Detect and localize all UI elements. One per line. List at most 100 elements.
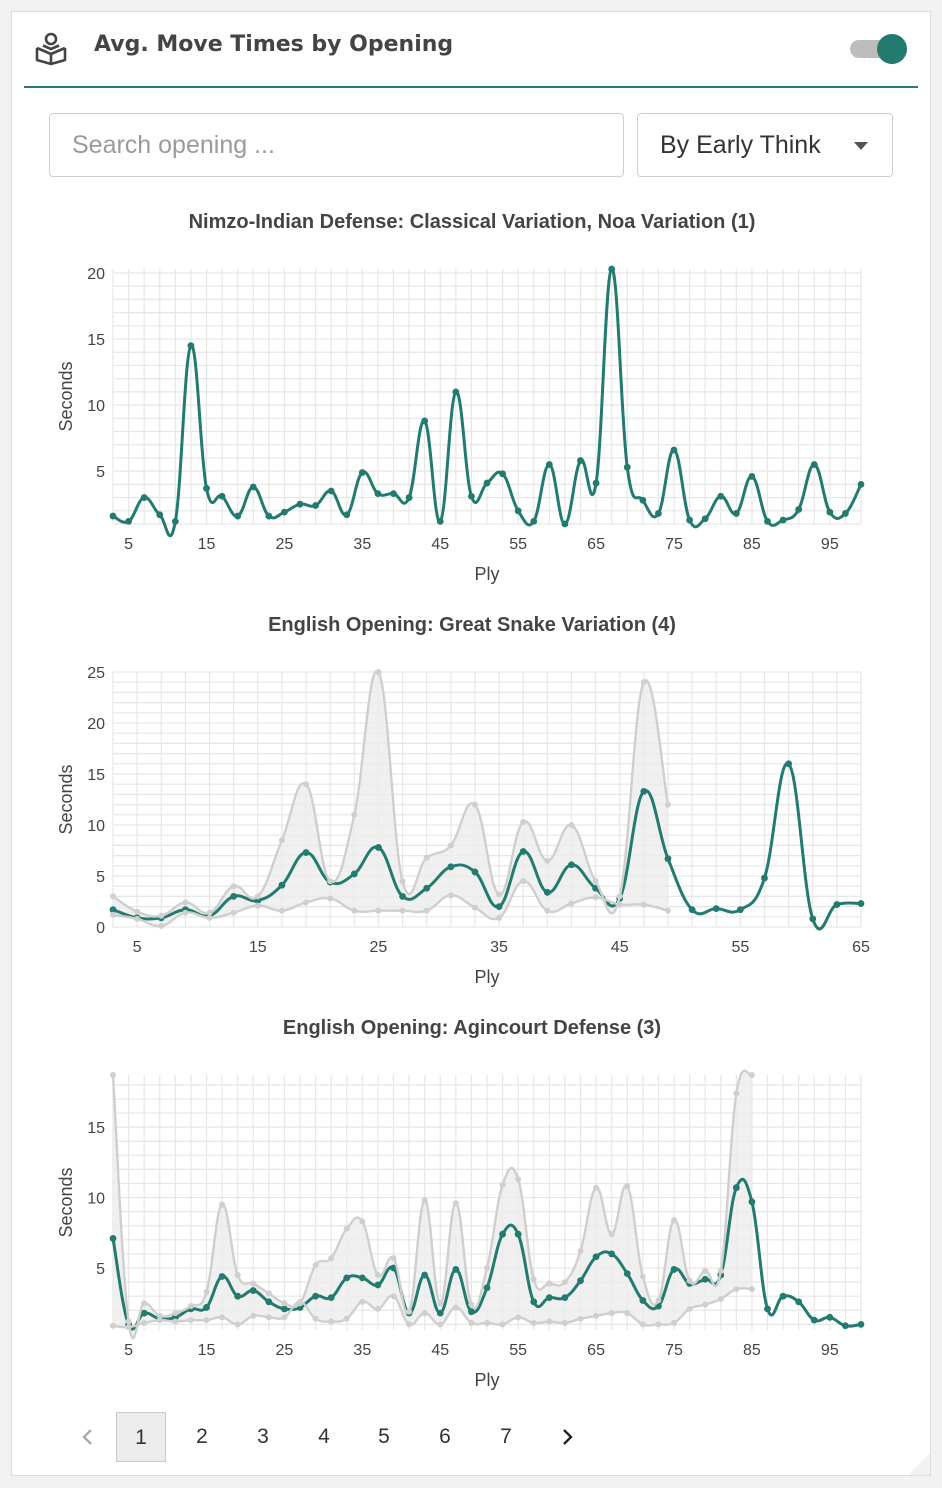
page-button-2[interactable]: 2 xyxy=(196,1425,208,1448)
max-point xyxy=(520,818,527,825)
y-tick-label: 10 xyxy=(87,818,105,835)
min-point xyxy=(639,1321,646,1328)
average-point xyxy=(530,1298,538,1306)
min-point xyxy=(343,1315,350,1322)
max-point xyxy=(496,891,503,898)
average-point xyxy=(842,1322,849,1330)
max-point xyxy=(593,1184,600,1191)
page-button-5[interactable]: 5 xyxy=(378,1425,390,1448)
average-point xyxy=(732,510,740,517)
average-point xyxy=(187,342,195,350)
min-point xyxy=(499,1321,506,1328)
average-point xyxy=(640,787,648,795)
min-point xyxy=(616,901,623,908)
min-point xyxy=(437,1321,444,1328)
average-point xyxy=(795,506,803,513)
average-point xyxy=(764,1305,771,1313)
min-point xyxy=(399,907,406,914)
card-title: Avg. Move Times by Opening xyxy=(94,32,454,57)
average-point xyxy=(109,906,117,914)
max-point xyxy=(206,909,213,916)
min-point xyxy=(141,1319,148,1326)
prev-page-button[interactable] xyxy=(62,1412,112,1462)
average-point xyxy=(514,507,522,515)
x-tick-label: 55 xyxy=(509,536,527,553)
max-point xyxy=(278,837,285,844)
average-point xyxy=(857,1320,865,1328)
average-point xyxy=(608,265,616,273)
opening-chart-1: Nimzo-Indian Defense: Classical Variatio… xyxy=(12,202,932,592)
page-button-3[interactable]: 3 xyxy=(257,1425,269,1448)
x-tick-label: 5 xyxy=(133,939,142,956)
min-point xyxy=(421,1310,428,1317)
y-axis-label: Seconds xyxy=(56,1167,76,1237)
min-point xyxy=(592,894,599,901)
average-point xyxy=(639,496,647,504)
average-point xyxy=(701,515,709,523)
average-point xyxy=(623,463,631,471)
max-point xyxy=(437,1300,444,1307)
max-point xyxy=(568,822,575,828)
average-point xyxy=(499,470,506,478)
widget-toggle[interactable] xyxy=(850,34,910,64)
y-tick-label: 15 xyxy=(87,332,105,349)
max-point xyxy=(303,781,310,788)
average-point xyxy=(312,502,319,509)
sort-select-value: By Early Think xyxy=(660,131,821,159)
max-point xyxy=(110,1072,116,1078)
chart-title: English Opening: Great Snake Variation (… xyxy=(268,614,676,636)
average-point xyxy=(712,905,720,913)
min-point xyxy=(671,1319,677,1326)
average-point xyxy=(452,388,460,396)
x-tick-label: 45 xyxy=(431,1342,449,1359)
average-point xyxy=(218,492,226,500)
average-point xyxy=(125,517,132,525)
average-point xyxy=(234,1292,242,1300)
search-opening-input[interactable] xyxy=(49,113,624,177)
min-point xyxy=(624,1310,631,1317)
max-line xyxy=(111,1069,753,1340)
max-point xyxy=(608,1231,615,1238)
average-point xyxy=(779,516,787,524)
page-button-7[interactable]: 7 xyxy=(500,1425,512,1448)
average-point xyxy=(234,512,242,520)
min-point xyxy=(423,907,430,914)
page-button-1[interactable]: 1 xyxy=(116,1412,166,1462)
max-point xyxy=(141,1300,148,1307)
min-point xyxy=(546,1318,553,1325)
sort-select[interactable]: By Early Think xyxy=(637,113,893,177)
average-point xyxy=(561,1294,569,1301)
x-tick-label: 85 xyxy=(743,536,761,553)
max-point xyxy=(616,893,623,900)
min-point xyxy=(406,1321,413,1328)
page-button-4[interactable]: 4 xyxy=(318,1425,330,1448)
average-point xyxy=(302,849,310,856)
max-point xyxy=(327,878,334,885)
average-point xyxy=(265,512,273,520)
min-point xyxy=(561,1319,568,1326)
average-point xyxy=(568,861,575,869)
x-tick-label: 45 xyxy=(611,939,629,956)
max-point xyxy=(639,1273,646,1280)
x-tick-label: 5 xyxy=(124,1342,133,1359)
min-point xyxy=(303,899,310,906)
max-point xyxy=(351,811,358,818)
page-button-6[interactable]: 6 xyxy=(439,1425,451,1448)
next-page-button[interactable] xyxy=(542,1412,592,1462)
min-point xyxy=(250,1312,257,1319)
chart-title: Nimzo-Indian Defense: Classical Variatio… xyxy=(189,211,756,233)
x-tick-label: 25 xyxy=(276,536,294,553)
min-point xyxy=(327,895,334,902)
min-point xyxy=(471,904,478,911)
x-tick-label: 35 xyxy=(353,536,371,553)
max-point xyxy=(546,1280,553,1287)
max-point xyxy=(158,912,165,919)
average-point xyxy=(655,510,662,517)
min-point xyxy=(328,1318,335,1325)
average-point xyxy=(421,1271,429,1279)
average-point xyxy=(670,1266,678,1273)
average-point xyxy=(390,490,397,498)
average-point xyxy=(514,1230,522,1238)
x-tick-label: 95 xyxy=(821,1342,839,1359)
min-point xyxy=(134,915,141,922)
